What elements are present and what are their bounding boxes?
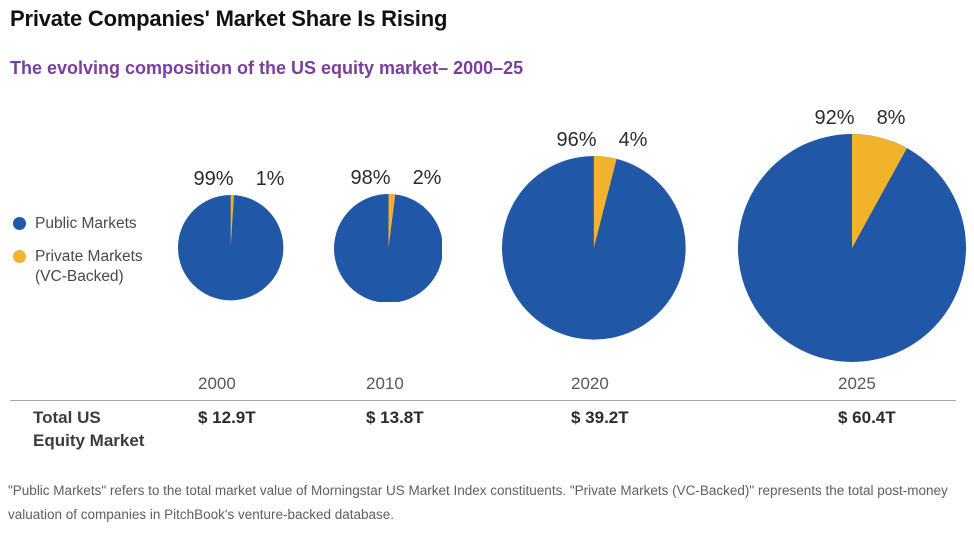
private-percent-label: 4% (618, 129, 648, 152)
pie-percent-labels: 99% 1% (194, 168, 285, 191)
pie-2000-icon (178, 195, 284, 301)
pie-2010-icon (333, 193, 443, 303)
year-label-2020: 2020 (571, 374, 609, 393)
total-value-2010: $ 13.8T (366, 408, 424, 427)
legend-label-private-line1: Private Markets (35, 248, 143, 265)
page-title: Private Companies' Market Share Is Risin… (10, 6, 448, 31)
pie-percent-labels: 96% 4% (557, 129, 648, 152)
year-label-2010: 2010 (366, 374, 404, 393)
legend-label-private: Private Markets (VC-Backed) (35, 247, 143, 287)
private-percent-label: 8% (876, 107, 906, 129)
total-value-2000: $ 12.9T (198, 408, 256, 427)
total-row-label-line1: Total US (33, 408, 101, 427)
total-value-2020: $ 39.2T (571, 408, 629, 427)
private-markets-dot-icon (13, 250, 26, 263)
total-row-label: Total US Equity Market (33, 406, 144, 452)
footnote-text: "Public Markets" refers to the total mar… (8, 483, 948, 522)
public-percent-label: 96% (556, 129, 597, 152)
private-percent-label: 2% (412, 166, 442, 189)
pie-2025-icon (738, 134, 966, 362)
legend-item-public-markets: Public Markets (13, 214, 143, 234)
private-percent-label: 1% (255, 168, 285, 191)
pie-percent-labels: 98% 2% (351, 167, 442, 190)
total-value-2025: $ 60.4T (838, 408, 896, 427)
legend-label-public: Public Markets (35, 215, 137, 232)
table-divider (10, 400, 956, 401)
public-markets-dot-icon (13, 217, 26, 230)
year-label-2000: 2000 (198, 374, 236, 393)
public-percent-label: 98% (350, 166, 391, 189)
pie-2020-icon (502, 156, 686, 340)
legend-label-private-line2: (VC-Backed) (35, 268, 124, 285)
total-row-label-line2: Equity Market (33, 431, 145, 450)
pie-percent-labels: 92% 8% (815, 107, 906, 130)
chart-legend: Public Markets Private Markets (VC-Backe… (13, 214, 143, 300)
legend-item-private-markets: Private Markets (VC-Backed) (13, 247, 143, 287)
public-percent-label: 92% (814, 107, 855, 129)
public-percent-label: 99% (193, 168, 234, 191)
year-label-2025: 2025 (838, 374, 876, 393)
chart-subtitle: The evolving composition of the US equit… (10, 58, 524, 78)
